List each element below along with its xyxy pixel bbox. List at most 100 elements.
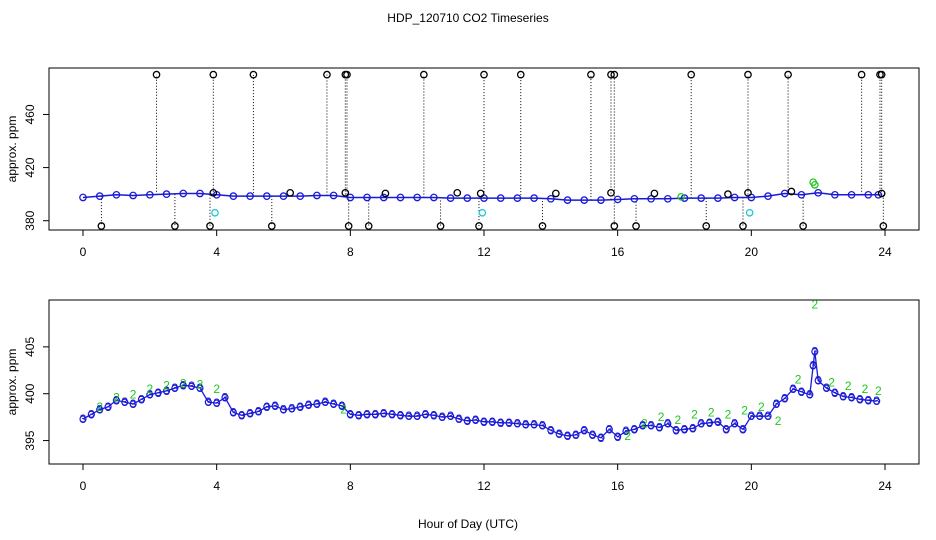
bottom-marker-3: 3 (810, 359, 817, 373)
bottom-point-3 (112, 396, 121, 404)
bottom-point-3 (689, 424, 697, 432)
x-axis-label: Hour of Day (UTC) (418, 517, 518, 531)
bottom-x-tick-label: 24 (878, 479, 892, 493)
bottom-marker-2: 2 (811, 298, 818, 312)
bottom-marker-2: 2 (691, 407, 698, 421)
bottom-point-3 (388, 410, 396, 418)
bottom-point-3 (87, 410, 95, 418)
bottom-marker-3: 3 (656, 420, 663, 434)
bottom-point-3 (480, 418, 488, 426)
bottom-marker-3: 3 (815, 374, 822, 388)
top-x-tick-label: 0 (80, 245, 87, 259)
bottom-point-3 (246, 409, 254, 417)
bottom-point-3 (229, 408, 237, 417)
bottom-point-3 (555, 430, 563, 438)
bottom-point-3 (747, 412, 755, 420)
top-point-co2-blue (647, 194, 655, 203)
bottom-marker-3: 3 (522, 418, 529, 432)
top-point-co2-blue (145, 190, 154, 199)
bottom-marker-2: 2 (96, 400, 103, 414)
top-point-outliers-low (538, 222, 547, 230)
bottom-marker-3: 3 (397, 408, 404, 422)
top-point-co2-blue (229, 192, 238, 200)
top-point-co2-blue (797, 190, 806, 199)
top-y-tick-label: 380 (23, 210, 37, 230)
bottom-marker-2: 2 (163, 378, 170, 392)
bottom-marker-3: 3 (389, 407, 396, 421)
bottom-point-3 (304, 401, 313, 409)
bottom-marker-3: 3 (631, 422, 638, 436)
top-y-tick-label: 420 (23, 157, 37, 177)
bottom-marker-3: 3 (305, 398, 312, 412)
bottom-point-3 (772, 400, 780, 408)
top-point-co2-blue (530, 194, 538, 202)
bottom-marker-3: 3 (573, 428, 580, 442)
top-point-outliers-high (857, 70, 866, 79)
top-point-outliers-mid (877, 189, 886, 198)
top-point-co2-blue (597, 196, 605, 204)
top-point-co2-blue (246, 192, 254, 200)
bottom-marker-3: 3 (790, 382, 797, 396)
bottom-marker-3: 3 (364, 407, 371, 421)
top-point-outliers-high (249, 70, 258, 79)
bottom-marker-3: 3 (723, 422, 730, 436)
top-point-green-points (810, 181, 819, 189)
top-point-co2-blue (196, 189, 204, 198)
top-point-co2-blue (179, 189, 188, 198)
bottom-y-axis-label: approx. ppm (5, 349, 19, 416)
bottom-point-3 (179, 381, 187, 389)
bottom-point-3 (421, 410, 430, 418)
top-point-co2-blue (430, 193, 438, 202)
bottom-marker-3: 3 (146, 388, 153, 402)
bottom-marker-3: 3 (347, 407, 354, 421)
bottom-point-3 (330, 400, 338, 408)
bottom-marker-3: 3 (380, 406, 387, 420)
bottom-point-3 (488, 418, 496, 426)
top-x-tick-label: 4 (213, 245, 220, 259)
bottom-marker-2: 2 (875, 384, 882, 398)
bottom-point-3 (731, 420, 739, 428)
bottom-point-3 (847, 393, 856, 402)
bottom-marker-3: 3 (314, 397, 321, 411)
bottom-y-ticks: 395 400 405 (23, 337, 49, 451)
bottom-marker-3: 3 (848, 390, 855, 404)
top-point-co2-blue (162, 190, 171, 198)
top-point-co2-blue (764, 192, 772, 200)
top-point-outliers-mid (476, 189, 485, 198)
bottom-marker-3: 3 (748, 409, 755, 423)
top-point-co2-blue (129, 191, 137, 200)
bottom-marker-3: 3 (456, 412, 463, 426)
bottom-marker-3: 3 (781, 391, 788, 405)
top-point-co2-blue (697, 194, 706, 202)
bottom-x-tick-label: 4 (213, 479, 220, 493)
bottom-point-3 (655, 423, 664, 432)
bottom-marker-3: 3 (673, 423, 680, 437)
top-point-outliers-high (610, 70, 619, 79)
top-point-outliers-mid (787, 187, 796, 196)
bottom-point-3 (664, 420, 672, 428)
bottom-point-3 (321, 398, 329, 406)
bottom-marker-3: 3 (472, 413, 479, 427)
bottom-marker-3: 3 (740, 422, 747, 436)
bottom-point-3 (522, 421, 530, 429)
top-point-co2-blue (780, 189, 789, 198)
bottom-marker-3: 3 (188, 379, 195, 393)
bottom-marker-2: 2 (862, 382, 869, 396)
bottom-point-3 (822, 384, 831, 392)
bottom-marker-2: 2 (130, 388, 137, 402)
bottom-marker-3: 3 (414, 409, 421, 423)
bottom-marker-3: 3 (589, 428, 596, 442)
bottom-point-3 (505, 419, 513, 427)
top-point-outliers-high (687, 70, 696, 79)
bottom-point-3 (563, 432, 572, 440)
bottom-point-3 (413, 412, 421, 420)
bottom-x-tick-label: 12 (477, 479, 491, 493)
bottom-point-3 (380, 409, 388, 417)
bottom-marker-2: 2 (674, 413, 681, 427)
top-point-co2-blue (95, 192, 104, 200)
bottom-marker-3: 3 (664, 417, 671, 431)
top-x-tick-label: 16 (611, 245, 625, 259)
top-point-co2-blue (413, 193, 422, 202)
bottom-y-tick-label: 400 (23, 383, 37, 403)
